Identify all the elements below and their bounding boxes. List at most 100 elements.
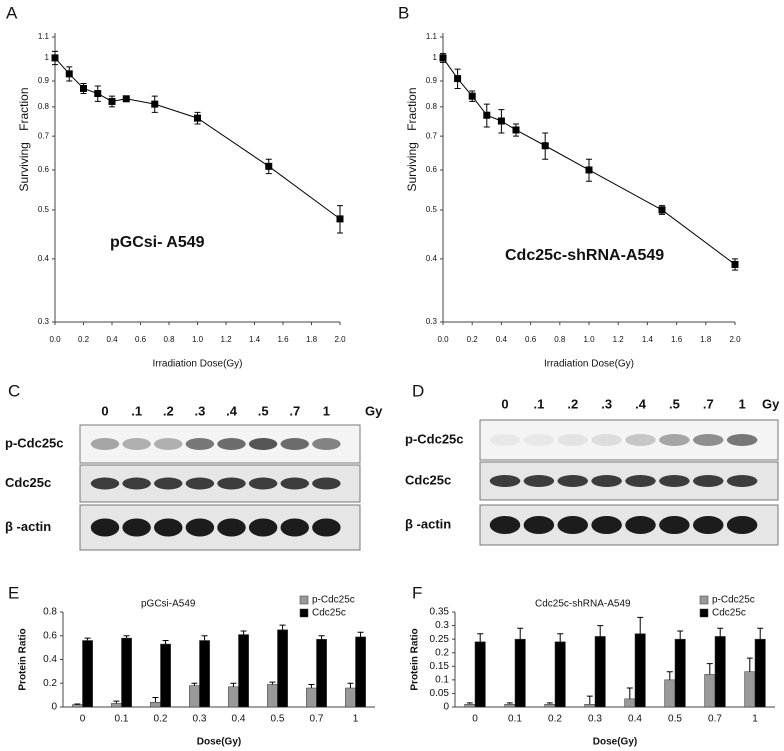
band	[693, 475, 724, 487]
x-tick-label: 0.2	[78, 335, 90, 344]
lane-label: .7	[703, 396, 714, 411]
error-bar	[347, 682, 354, 688]
x-tick-label: 0.1	[115, 714, 129, 725]
y-tick-label: 0.3	[38, 317, 50, 326]
band	[312, 438, 341, 450]
band	[280, 477, 309, 490]
x-tick-label: 0.4	[232, 714, 246, 725]
error-bar	[84, 637, 91, 641]
y-tick-label: 0.2	[435, 647, 449, 658]
row-label: p-Cdc25c	[405, 431, 464, 446]
band	[659, 516, 690, 534]
error-bar	[201, 635, 208, 641]
point	[80, 84, 87, 92]
x-tick-label: 1.8	[306, 335, 318, 344]
point	[585, 166, 593, 174]
band	[523, 434, 555, 446]
x-tick-label: 1	[353, 714, 359, 725]
error-bar	[279, 624, 286, 630]
panel-letter: E	[8, 583, 19, 602]
x-tick-label: 0	[472, 714, 478, 725]
band	[523, 475, 555, 487]
point	[336, 215, 344, 223]
band	[659, 475, 690, 487]
lane-label: 1	[739, 396, 746, 411]
x-tick-label: 1.2	[613, 335, 625, 344]
x-tick-label: 0.5	[668, 714, 682, 725]
row-label: Cdc25c	[405, 472, 451, 487]
band	[122, 477, 151, 490]
bar	[634, 633, 646, 708]
bar	[474, 641, 486, 708]
error-bar	[666, 671, 673, 680]
x-tick-label: 0.6	[525, 335, 537, 344]
band	[248, 518, 278, 537]
bar	[82, 640, 93, 708]
panel-letter: C	[8, 381, 20, 400]
error-bar	[240, 630, 247, 635]
band	[122, 518, 151, 537]
point	[658, 206, 666, 214]
lane-label: 1	[323, 403, 330, 418]
band	[489, 516, 521, 534]
band	[185, 477, 215, 490]
annotation: pGCsi- A549	[110, 234, 205, 251]
x-tick-label: 1.6	[277, 335, 289, 344]
legend-label: p-Cdc25c	[712, 595, 755, 606]
error-bar	[113, 700, 120, 704]
band	[557, 434, 588, 446]
x-tick-label: 1.0	[192, 335, 204, 344]
error-bar	[269, 681, 276, 685]
bar	[160, 643, 171, 708]
legend-swatch	[299, 608, 309, 618]
bar	[664, 679, 676, 708]
y-tick-label: 0.5	[38, 205, 50, 214]
x-tick-label: 1.4	[642, 335, 654, 344]
x-tick-label: 0.1	[508, 714, 522, 725]
y-tick-label: 0.6	[38, 165, 50, 174]
y-tick-label: 0.3	[435, 620, 449, 631]
bar	[355, 636, 366, 708]
bar	[316, 639, 327, 708]
x-axis-label: Irradiation Dose(Gy)	[544, 359, 634, 370]
lane-label: .1	[533, 396, 544, 411]
x-tick-label: 1.6	[671, 335, 683, 344]
error-bar	[637, 616, 644, 634]
panel-letter: F	[412, 583, 422, 602]
lane-label: 0	[501, 396, 508, 411]
x-tick-label: 0.8	[554, 335, 566, 344]
lane-label: .3	[194, 403, 205, 418]
y-tick-label: 1	[45, 53, 50, 62]
y-tick-label: 0.4	[426, 254, 438, 263]
point	[483, 111, 491, 119]
bar	[554, 641, 566, 708]
y-tick-label: 0.8	[38, 102, 50, 111]
legend-swatch	[299, 595, 309, 605]
x-tick-label: 1	[752, 714, 758, 725]
x-axis-label: Dose(Gy)	[197, 737, 241, 748]
band	[726, 516, 758, 534]
point	[94, 90, 102, 98]
x-tick-label: 1.0	[583, 335, 595, 344]
error-bar	[191, 682, 198, 686]
annotation: Cdc25c-shRNA-A549	[505, 247, 664, 264]
bar	[238, 634, 249, 708]
blot-strip	[479, 419, 779, 461]
band	[217, 518, 246, 537]
x-tick-label: 0.3	[588, 714, 602, 725]
y-tick-label: 0.05	[430, 688, 450, 699]
point	[439, 54, 447, 62]
bar	[754, 638, 766, 708]
bar	[306, 687, 317, 708]
x-tick-label: 0.4	[106, 335, 118, 344]
dose-unit: Gy	[762, 396, 780, 411]
y-axis-label: Surviving Fraction	[405, 87, 419, 191]
band	[90, 438, 120, 450]
y-tick-label: 0.5	[426, 205, 438, 214]
lane-label: .3	[601, 396, 612, 411]
error-bar	[706, 663, 713, 675]
y-tick-label: 0.7	[426, 131, 438, 140]
band	[726, 434, 758, 446]
x-tick-label: 0	[80, 714, 86, 725]
legend-label: Cdc25c	[712, 608, 746, 619]
